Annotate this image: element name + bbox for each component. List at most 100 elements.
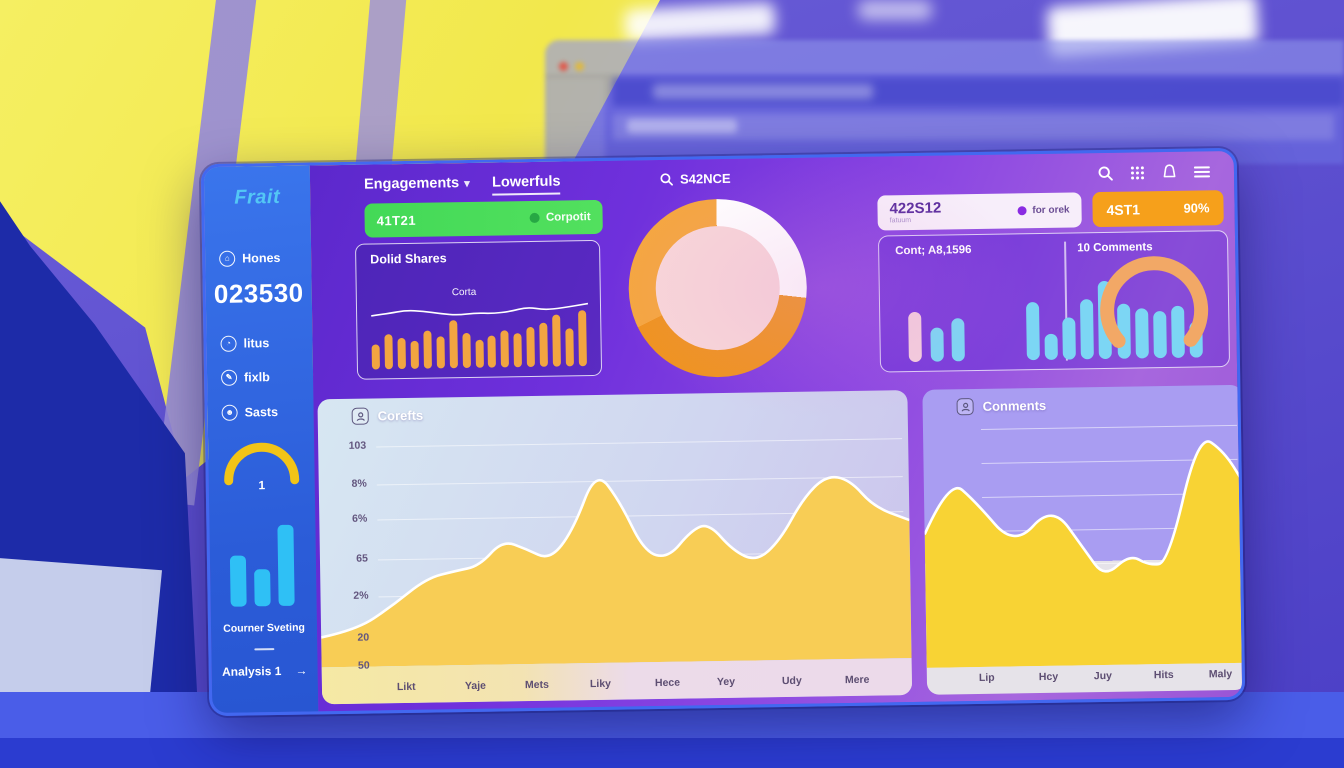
chart-title-text: Conments bbox=[982, 397, 1047, 414]
engagement-donut-chart bbox=[627, 197, 809, 379]
bar bbox=[565, 328, 575, 367]
metric-card: 422S12 fatuum for orek bbox=[877, 192, 1082, 231]
sidebar-item-label: fixlb bbox=[243, 370, 270, 385]
bar bbox=[448, 320, 458, 369]
legend-dot-icon bbox=[1017, 206, 1027, 216]
home-icon: ⌂ bbox=[219, 250, 236, 267]
bar bbox=[254, 569, 271, 607]
badge-code: 41T21 bbox=[376, 212, 417, 228]
sidebar-item-fixlb[interactable]: ✎ fixlb bbox=[220, 369, 270, 386]
x-axis-label: Juy bbox=[1093, 669, 1113, 683]
sidebar: Frait ⌂ Hones 023530 ◔ litus ✎ fixlb ☻ S… bbox=[203, 165, 319, 714]
clock-icon: ◔ bbox=[220, 335, 237, 352]
topbar-icons bbox=[1098, 163, 1211, 181]
x-axis-label: Hece bbox=[654, 676, 681, 690]
bar bbox=[578, 310, 587, 367]
bar bbox=[908, 311, 922, 363]
person-icon bbox=[351, 407, 369, 425]
x-axis-label: Udy bbox=[781, 674, 802, 688]
metric-subtext: fatuum bbox=[889, 217, 912, 225]
desk-edge bbox=[0, 738, 1344, 768]
sidebar-caption: Courner Sveting bbox=[223, 621, 305, 635]
main-panel: Engagements ▾ Lowerfuls S42NCE bbox=[309, 150, 1243, 712]
bar bbox=[475, 339, 484, 368]
comments-gauge-arc bbox=[1100, 256, 1209, 348]
sidebar-item-litus[interactable]: ◔ litus bbox=[220, 335, 269, 352]
search-icon bbox=[660, 173, 673, 186]
percent-card-code: 4ST1 bbox=[1106, 200, 1141, 218]
ceiling-light bbox=[624, 2, 776, 42]
search-value: S42NCE bbox=[679, 170, 731, 187]
menu-icon[interactable] bbox=[1193, 165, 1211, 178]
analysis-link[interactable]: Analysis 1 → bbox=[212, 663, 318, 679]
bar bbox=[1025, 302, 1040, 361]
apps-grid-icon[interactable] bbox=[1130, 165, 1145, 180]
tab-lowerfuls[interactable]: Lowerfuls bbox=[491, 173, 561, 196]
sidebar-item-label: litus bbox=[243, 336, 270, 351]
background-browser-row bbox=[613, 114, 1334, 140]
app-logo: Frait bbox=[234, 185, 281, 209]
bar bbox=[229, 555, 247, 607]
metric-value: 422S12 bbox=[889, 199, 942, 218]
dolid-shares-card: Dolid Shares Corta bbox=[354, 239, 603, 380]
bar bbox=[539, 323, 549, 367]
blurred-text-blob bbox=[627, 119, 737, 133]
bell-icon[interactable] bbox=[1162, 164, 1177, 180]
stats-card: Cont; A8,1596 10 Comments bbox=[877, 230, 1231, 373]
tab-engagements[interactable]: Engagements ▾ bbox=[363, 175, 470, 193]
donut-hole bbox=[654, 225, 781, 352]
status-dot-icon bbox=[529, 212, 540, 224]
sidebar-item-label: Sasts bbox=[244, 404, 279, 420]
gauge-value: 1 bbox=[258, 478, 266, 493]
arrow-right-icon: → bbox=[295, 663, 308, 678]
x-axis-label: Mere bbox=[844, 673, 870, 687]
bar bbox=[1080, 299, 1095, 360]
x-axis-label: Hits bbox=[1153, 668, 1174, 682]
y-axis-label: 6% bbox=[352, 512, 368, 525]
analysis-label: Analysis 1 bbox=[221, 663, 282, 679]
y-axis-label: 65 bbox=[356, 552, 369, 565]
status-label: Corpotit bbox=[545, 211, 591, 224]
conments-chart-card: Conments Lip Hcy Juy Hits Maly bbox=[922, 384, 1243, 695]
x-axis-label: Yaje bbox=[464, 679, 487, 693]
status-badge-green[interactable]: 41T21 Corpotit bbox=[364, 199, 603, 238]
background-browser-toolbar bbox=[613, 78, 1344, 106]
sidebar-item-hones[interactable]: ⌂ Hones bbox=[219, 250, 281, 267]
y-axis-label: 103 bbox=[348, 439, 367, 452]
traffic-light-close-icon bbox=[559, 62, 568, 71]
x-axis-label: Liky bbox=[589, 677, 612, 691]
x-axis-label: Lip bbox=[978, 671, 995, 685]
percent-card: 4ST1 90% bbox=[1092, 190, 1224, 228]
legend-label: for orek bbox=[1032, 204, 1070, 217]
bar bbox=[1044, 333, 1059, 360]
bar bbox=[461, 333, 471, 369]
blurred-text-blob bbox=[653, 84, 873, 99]
bar bbox=[500, 330, 510, 368]
bar bbox=[410, 340, 419, 369]
bar bbox=[397, 338, 406, 370]
bar bbox=[513, 333, 523, 368]
chevron-down-icon: ▾ bbox=[464, 177, 470, 191]
y-axis-label: 8% bbox=[351, 477, 367, 490]
traffic-light-minimize-icon bbox=[575, 62, 584, 71]
bar bbox=[951, 318, 965, 362]
x-axis-label: Mets bbox=[524, 678, 549, 692]
y-axis-label: 50 bbox=[357, 659, 370, 672]
tab-label: Engagements bbox=[363, 175, 460, 193]
dolid-sparkline bbox=[371, 302, 589, 317]
search-icon[interactable] bbox=[1098, 165, 1113, 181]
x-axis-label: Maly bbox=[1208, 668, 1233, 681]
bar bbox=[929, 327, 944, 362]
x-axis-label: Likt bbox=[396, 680, 416, 694]
conments-area-chart bbox=[923, 440, 1243, 668]
user-icon: ☻ bbox=[221, 404, 238, 421]
bar bbox=[552, 315, 562, 367]
ceiling-light bbox=[858, 0, 932, 20]
topbar: Engagements ▾ Lowerfuls S42NCE bbox=[310, 159, 1234, 202]
sidebar-item-sasts[interactable]: ☻ Sasts bbox=[221, 404, 279, 421]
bar bbox=[526, 326, 536, 368]
dashboard-window: Frait ⌂ Hones 023530 ◔ litus ✎ fixlb ☻ S… bbox=[200, 147, 1246, 717]
search-input[interactable]: S42NCE bbox=[660, 171, 731, 187]
bar bbox=[1062, 317, 1077, 360]
